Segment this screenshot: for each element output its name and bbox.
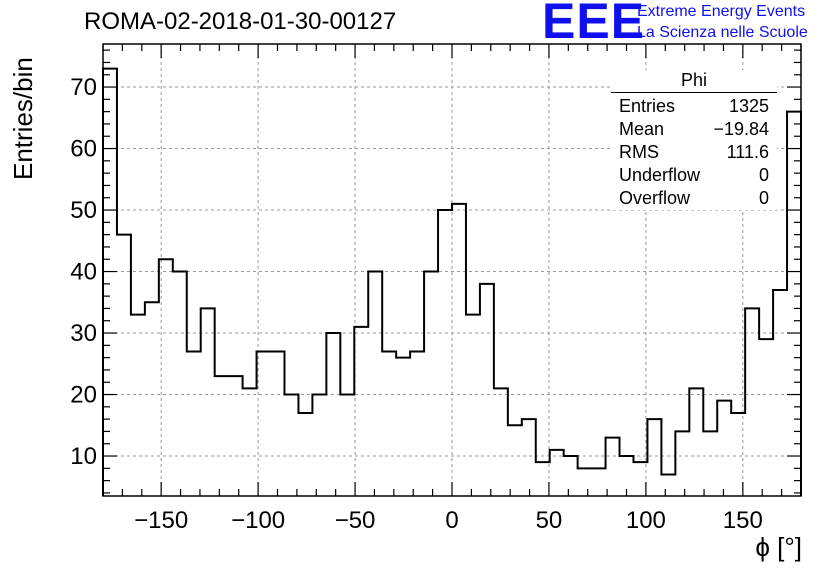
x-tick-label: 0 bbox=[445, 507, 458, 534]
x-tick-label: 150 bbox=[723, 507, 763, 534]
histogram-bin bbox=[689, 388, 703, 496]
stats-box-title: Phi bbox=[611, 70, 777, 93]
y-tick-label: 20 bbox=[70, 382, 97, 409]
histogram-bin bbox=[284, 395, 298, 496]
histogram-bin bbox=[606, 438, 620, 496]
histogram-bin bbox=[173, 272, 187, 496]
stats-label: Overflow bbox=[619, 188, 691, 208]
eee-logo: EEE bbox=[542, 0, 646, 49]
histogram-bin bbox=[145, 302, 159, 496]
chart-title: ROMA-02-2018-01-30-00127 bbox=[84, 8, 397, 35]
histogram-bin bbox=[382, 351, 396, 496]
stats-label: RMS bbox=[619, 142, 659, 162]
stats-row-overflow: Overflow 0 bbox=[611, 187, 777, 210]
histogram-bin bbox=[564, 456, 578, 496]
histogram-bin bbox=[243, 388, 257, 496]
histogram-bin bbox=[773, 290, 787, 496]
x-tick-label: 50 bbox=[536, 507, 563, 534]
histogram-bin bbox=[550, 450, 564, 496]
histogram-bin bbox=[759, 339, 773, 496]
histogram-bin bbox=[340, 395, 354, 496]
histogram-bin bbox=[466, 315, 480, 496]
histogram-bin bbox=[494, 388, 508, 496]
histogram-bin bbox=[271, 351, 285, 496]
y-tick-label: 50 bbox=[70, 197, 97, 224]
x-tick-label: −50 bbox=[335, 507, 376, 534]
histogram-bin bbox=[117, 235, 131, 496]
y-axis-label: Entries/bin bbox=[8, 57, 38, 180]
histogram-bin bbox=[745, 308, 759, 496]
histogram-bin bbox=[675, 431, 689, 496]
stats-label: Mean bbox=[619, 119, 665, 139]
histogram-bin bbox=[229, 376, 243, 496]
y-tick-label: 30 bbox=[70, 320, 97, 347]
histogram-bin bbox=[298, 413, 312, 496]
stats-value: −19.84 bbox=[713, 119, 769, 139]
histogram-bin bbox=[326, 333, 340, 496]
y-tick-label: 70 bbox=[70, 74, 97, 101]
histogram-bin bbox=[410, 351, 424, 496]
stats-row-mean: Mean −19.84 bbox=[611, 118, 777, 141]
histogram-bin bbox=[368, 272, 382, 496]
histogram-bin bbox=[522, 419, 536, 496]
stats-row-rms: RMS 111.6 bbox=[611, 141, 777, 164]
histogram-bin bbox=[661, 474, 675, 496]
stats-value: 0 bbox=[758, 188, 769, 208]
histogram-bin bbox=[187, 351, 201, 496]
histogram-bin bbox=[536, 462, 550, 496]
y-tick-label: 60 bbox=[70, 136, 97, 163]
stats-value: 1325 bbox=[728, 96, 769, 116]
y-tick-label: 10 bbox=[70, 443, 97, 470]
y-tick-label: 40 bbox=[70, 259, 97, 286]
histogram-bin bbox=[215, 376, 229, 496]
histogram-bin bbox=[159, 259, 173, 496]
histogram-bin bbox=[787, 112, 801, 496]
logo-line-2: La Scienza nelle Scuole bbox=[637, 24, 808, 41]
stats-value: 111.6 bbox=[726, 142, 769, 162]
histogram-bin bbox=[354, 327, 368, 496]
x-tick-label: −150 bbox=[134, 507, 188, 534]
histogram-outline bbox=[102, 67, 802, 496]
stats-row-entries: Entries 1325 bbox=[611, 95, 777, 118]
logo-line-1: Extreme Energy Events bbox=[637, 3, 806, 20]
histogram-bin bbox=[396, 358, 410, 496]
histogram-bin bbox=[647, 419, 661, 496]
histogram-bin bbox=[717, 401, 731, 496]
histogram-bin bbox=[201, 308, 215, 496]
stats-label: Underflow bbox=[619, 165, 701, 185]
histogram-bin bbox=[312, 395, 326, 496]
stats-label: Entries bbox=[619, 96, 676, 116]
stats-box-background bbox=[611, 70, 777, 210]
histogram-bin bbox=[703, 431, 717, 496]
histogram-bin bbox=[480, 284, 494, 496]
histogram-bin bbox=[508, 425, 522, 496]
histogram-bin bbox=[578, 468, 592, 496]
histogram-bin bbox=[131, 315, 145, 496]
x-tick-label: 100 bbox=[626, 507, 666, 534]
histogram-bin bbox=[257, 351, 271, 496]
stats-box: Phi Entries 1325 Mean −19.84 RMS 111.6 U… bbox=[611, 70, 777, 210]
histogram-bin bbox=[424, 272, 438, 496]
stats-value: 0 bbox=[758, 165, 769, 185]
stats-row-underflow: Underflow 0 bbox=[611, 164, 777, 187]
histogram-bin bbox=[592, 468, 606, 496]
x-axis-label: ϕ [°] bbox=[755, 532, 802, 562]
x-tick-label: −100 bbox=[231, 507, 285, 534]
histogram-bin bbox=[438, 210, 452, 496]
histogram-bin bbox=[452, 204, 466, 496]
